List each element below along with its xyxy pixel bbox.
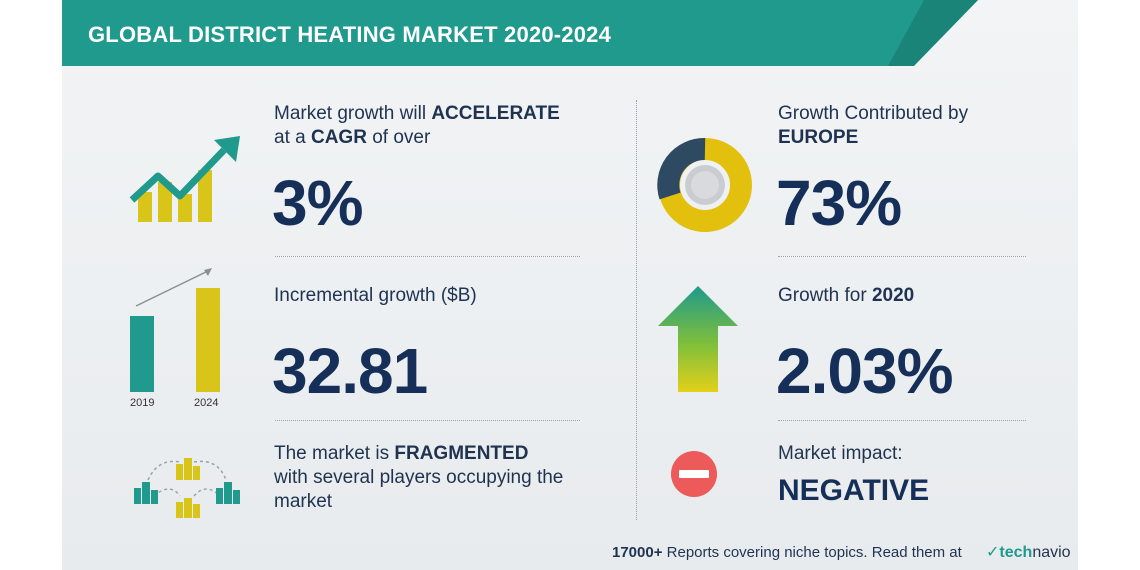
cagr-text: Market growth will ACCELERATE at a CAGR … [274, 103, 560, 148]
year-label-2024: 2024 [194, 397, 219, 409]
growth-2020-label: Growth for 2020 [778, 285, 915, 306]
bar-growth-icon [130, 268, 220, 392]
incremental-value: 32.81 [272, 335, 428, 407]
divider-left-2 [275, 420, 580, 421]
europe-text: Growth Contributed by EUROPE [778, 103, 969, 148]
buildings-network-icon [134, 458, 240, 518]
impact-label: Market impact: [778, 443, 903, 464]
cagr-value: 3% [272, 167, 363, 239]
year-label-2019: 2019 [130, 397, 155, 409]
donut-icon [657, 138, 752, 232]
technavio-logo[interactable]: ✓technavio [986, 544, 1071, 561]
divider-right-2 [778, 420, 1026, 421]
footer-text: 17000+ Reports covering niche topics. Re… [612, 544, 962, 561]
impact-value: NEGATIVE [778, 474, 930, 507]
page-title: GLOBAL DISTRICT HEATING MARKET 2020-2024 [88, 22, 612, 47]
divider-left-1 [275, 256, 580, 257]
infographic-panel [62, 0, 1078, 570]
logo-mark-icon: ✓ [986, 544, 1000, 561]
minus-circle-icon [671, 451, 717, 497]
europe-value: 73% [776, 167, 902, 239]
title-bar [62, 0, 978, 66]
fragmented-text: The market is FRAGMENTED with several pl… [274, 443, 564, 512]
growth-chart-icon [129, 136, 240, 222]
up-arrow-icon [658, 286, 738, 392]
incremental-label: Incremental growth ($B) [274, 285, 477, 306]
divider-right-1 [778, 256, 1026, 257]
center-divider [636, 100, 637, 520]
growth-2020-value: 2.03% [776, 335, 953, 407]
